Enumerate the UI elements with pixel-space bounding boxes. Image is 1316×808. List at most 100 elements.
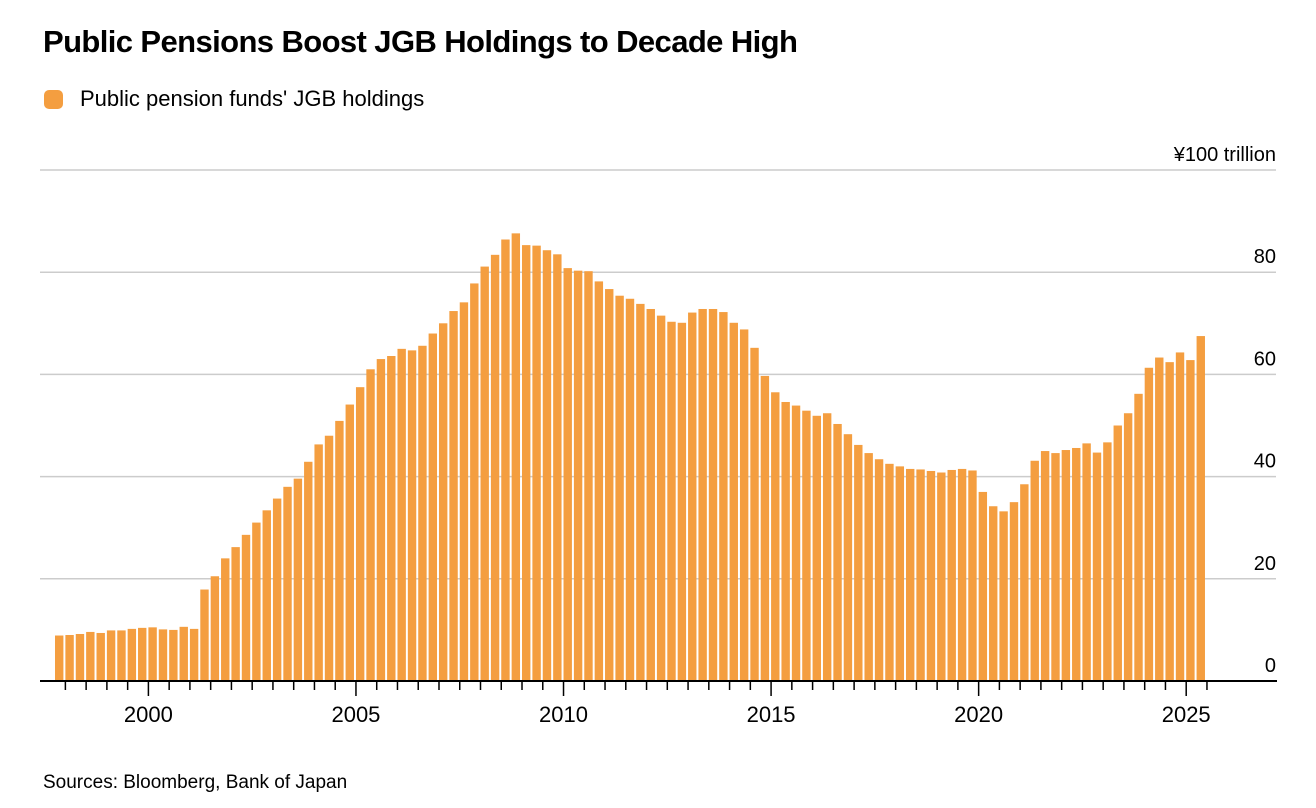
bar: [895, 466, 905, 681]
chart-title: Public Pensions Boost JGB Holdings to De…: [43, 24, 798, 59]
bar: [355, 387, 365, 681]
bar: [335, 420, 344, 681]
y-axis-label: 80: [1254, 246, 1276, 268]
bar: [1092, 452, 1102, 681]
bar: [283, 486, 292, 681]
bar: [1113, 425, 1122, 681]
bar: [397, 348, 406, 681]
bar: [490, 254, 500, 681]
bar: [200, 589, 209, 681]
bar: [428, 333, 438, 681]
bar: [179, 626, 188, 681]
bar: [459, 302, 469, 681]
bar: [1196, 336, 1205, 681]
bar: [978, 491, 988, 681]
bar: [833, 423, 842, 681]
bar: [470, 283, 479, 681]
bar: [760, 375, 770, 681]
bar: [407, 350, 417, 681]
bar: [314, 444, 323, 681]
bar: [366, 369, 375, 681]
bar: [1072, 447, 1081, 681]
bar: [677, 322, 687, 681]
bar: [480, 266, 489, 681]
bar: [667, 321, 676, 681]
bar: [1061, 450, 1071, 681]
bar: [231, 547, 240, 681]
bar: [937, 472, 946, 681]
bar: [293, 478, 303, 681]
bar: [854, 444, 863, 681]
x-axis-label: 2000: [124, 702, 173, 727]
bar: [822, 413, 832, 681]
bar: [1082, 443, 1091, 681]
bar: [688, 312, 697, 681]
bar: [138, 627, 147, 681]
y-axis-unit-label: ¥100 trillion: [1173, 144, 1276, 166]
bar: [781, 401, 790, 681]
bar: [605, 289, 614, 681]
bar: [843, 434, 853, 681]
x-axis-label: 2020: [954, 702, 1003, 727]
bar: [1040, 451, 1050, 681]
bar: [522, 245, 531, 681]
y-axis-label: 40: [1254, 451, 1276, 473]
bar: [75, 633, 85, 681]
bar: [615, 295, 624, 681]
y-axis-label: 0: [1265, 655, 1276, 677]
bar: [636, 303, 645, 681]
bar-chart: 2000 2005 2010 2015 2020 2025 0 20 40 60 80 ¥100 tr…: [40, 144, 1277, 727]
bar: [999, 511, 1008, 681]
bar: [511, 233, 521, 682]
bar: [418, 345, 427, 681]
bar: [127, 628, 137, 681]
bar: [1175, 352, 1185, 681]
legend-swatch: [44, 89, 63, 109]
bar: [1155, 357, 1164, 681]
bar: [324, 435, 334, 681]
bar: [438, 323, 448, 681]
bar: [501, 239, 510, 681]
bar: [791, 405, 801, 681]
bar: [698, 308, 707, 681]
bar: [241, 534, 251, 681]
bar: [189, 628, 199, 681]
bar: [148, 627, 157, 682]
bar: [158, 629, 168, 681]
bar: [1186, 360, 1195, 681]
bar: [708, 308, 718, 681]
bar: [926, 470, 936, 681]
bar: [646, 308, 655, 681]
x-axis-label: 2005: [331, 702, 380, 727]
bar: [874, 459, 884, 681]
x-axis-label: 2025: [1162, 702, 1211, 727]
bar: [532, 245, 541, 681]
y-axis-label: 20: [1254, 553, 1276, 575]
bar: [376, 359, 386, 681]
bar: [210, 576, 220, 682]
bar: [449, 311, 458, 681]
bar: [345, 404, 354, 681]
bar: [542, 250, 552, 682]
bar: [750, 347, 759, 681]
bar: [563, 268, 572, 681]
bar: [802, 410, 811, 681]
bar: [739, 329, 749, 681]
x-axis-label: 2010: [539, 702, 588, 727]
bar: [221, 558, 230, 681]
bar: [656, 315, 666, 681]
bar: [584, 271, 593, 681]
bar: [885, 463, 894, 681]
bar: [387, 356, 396, 681]
bar: [729, 322, 738, 681]
y-axis-label: 60: [1254, 348, 1276, 370]
bar: [864, 453, 873, 681]
legend-label: Public pension funds' JGB holdings: [80, 86, 425, 111]
bar: [1165, 362, 1174, 681]
bar: [1123, 413, 1133, 681]
bar: [989, 506, 998, 681]
x-axis-label: 2015: [747, 702, 796, 727]
bar: [812, 415, 821, 681]
bar: [272, 498, 282, 681]
